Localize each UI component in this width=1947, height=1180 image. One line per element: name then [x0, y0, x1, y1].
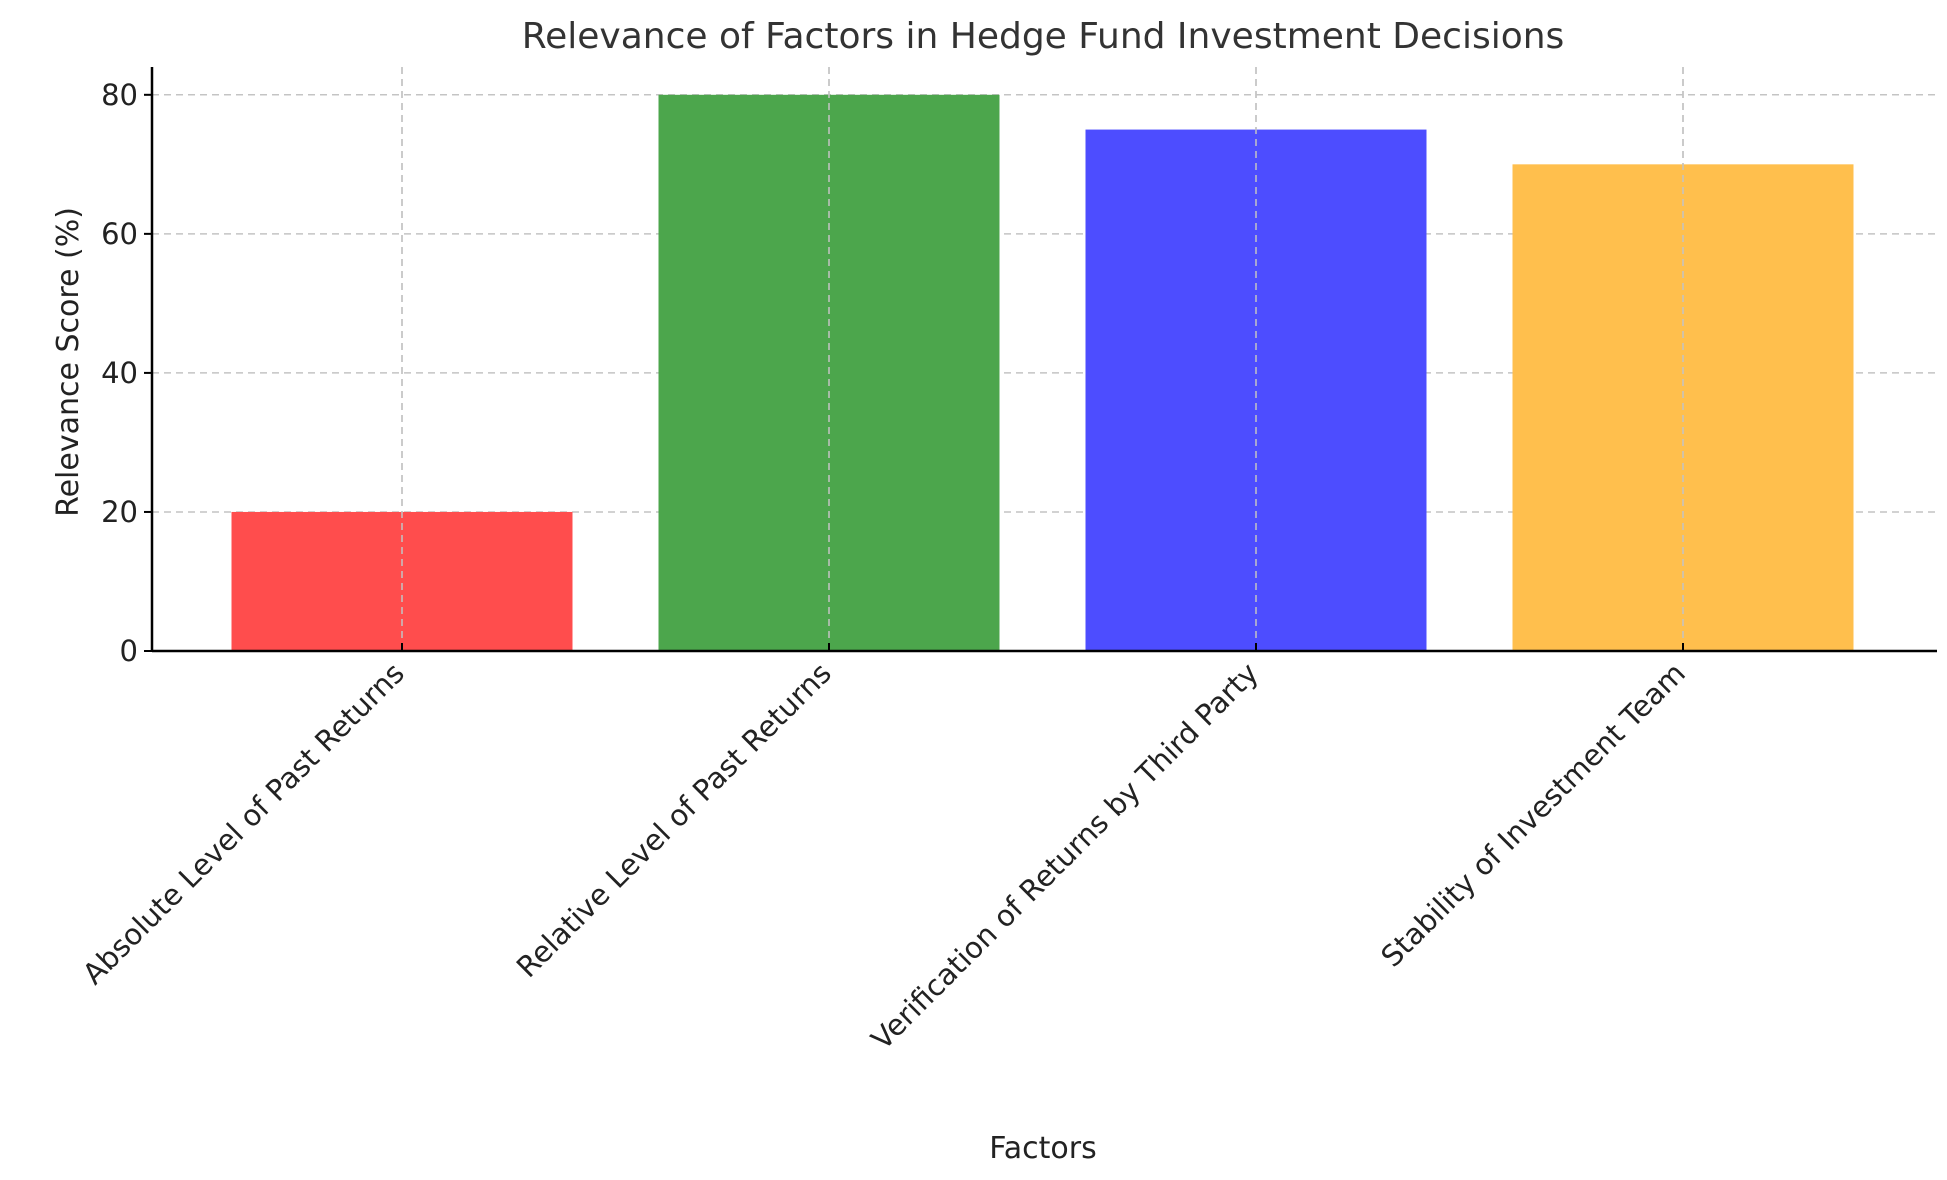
x-tick-label: Relative Level of Past Returns [510, 656, 838, 984]
x-tick-label: Verification of Returns by Third Party [865, 656, 1265, 1056]
y-tick-label: 0 [120, 634, 138, 668]
axes-layer [150, 67, 1937, 653]
x-tick-label: Absolute Level of Past Returns [76, 656, 411, 991]
x-tick-label: Stability of Investment Team [1374, 656, 1692, 974]
y-tick-label: 80 [101, 78, 138, 112]
y-axis-label: Relevance Score (%) [51, 207, 86, 517]
chart-title: Relevance of Factors in Hedge Fund Inves… [522, 16, 1565, 57]
x-axis-label: Factors [989, 1131, 1096, 1166]
y-tick-label: 60 [101, 217, 138, 251]
bars-layer [231, 67, 1854, 652]
y-tick-label: 40 [101, 356, 138, 390]
y-tick-label: 20 [101, 495, 138, 529]
bar [231, 511, 573, 651]
